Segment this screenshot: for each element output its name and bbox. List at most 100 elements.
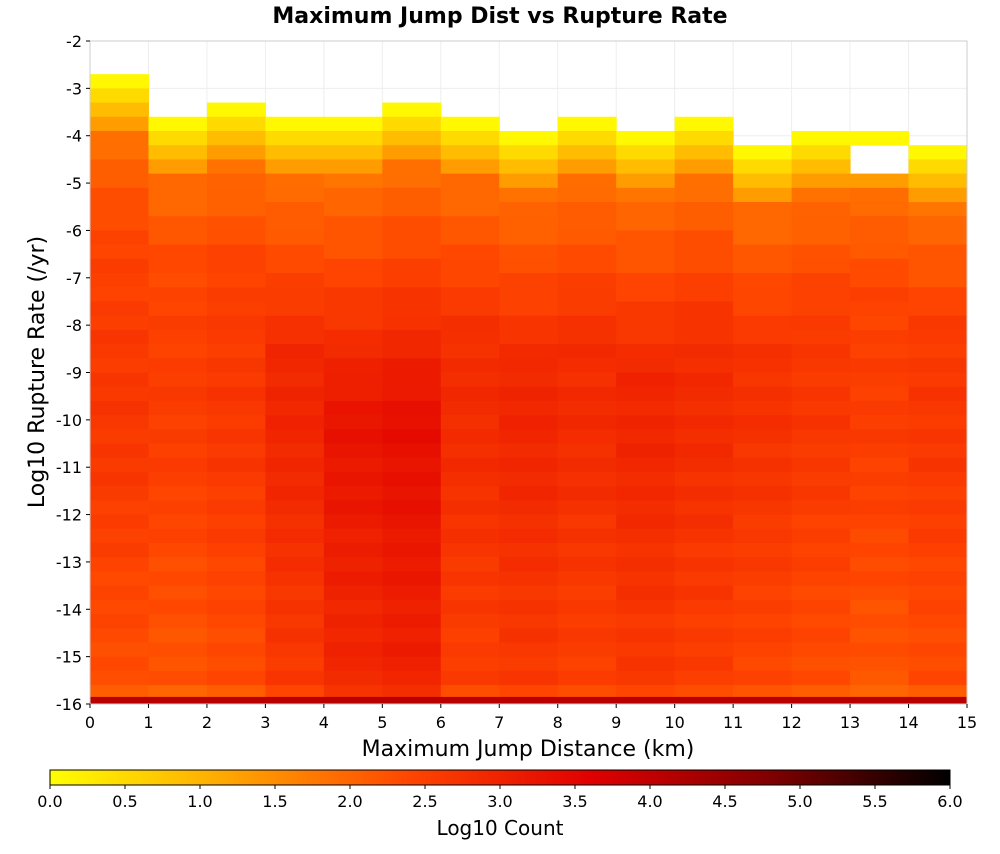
heatmap-cell [148, 599, 208, 615]
heatmap-cell [323, 642, 383, 658]
heatmap-cell [90, 88, 149, 104]
heatmap-cell [674, 670, 734, 686]
heatmap-cell [850, 230, 910, 246]
heatmap-cell [382, 202, 442, 217]
heatmap-cell [440, 571, 500, 587]
heatmap-cell [382, 301, 442, 317]
heatmap-cell [206, 557, 266, 572]
heatmap-cell [616, 145, 676, 160]
heatmap-cell [265, 642, 325, 658]
heatmap-cell [674, 415, 734, 430]
heatmap-cell [148, 273, 208, 288]
heatmap-cell [323, 202, 383, 217]
heatmap-cell [733, 471, 793, 487]
heatmap-cell-bottom [265, 696, 325, 704]
heatmap-cell [674, 429, 734, 445]
heatmap-cell [674, 116, 734, 132]
x-tick-label: 13 [840, 713, 860, 732]
heatmap-cell [265, 429, 325, 445]
heatmap-cell [206, 273, 266, 288]
heatmap-cell [90, 500, 149, 516]
heatmap-cell [850, 130, 910, 146]
heatmap-cell [499, 187, 559, 203]
x-tick-label: 11 [723, 713, 743, 732]
heatmap-cell [791, 315, 851, 331]
heatmap-cell [382, 258, 442, 274]
heatmap-cell [382, 173, 442, 189]
heatmap-cell [908, 471, 968, 487]
heatmap-cell [440, 514, 500, 530]
heatmap-cell [616, 372, 676, 388]
heatmap-cell [323, 258, 383, 274]
heatmap-cell [908, 173, 968, 189]
heatmap-cell [908, 670, 968, 686]
heatmap-cell [206, 571, 266, 587]
heatmap-cell [791, 571, 851, 587]
heatmap-cell [557, 344, 617, 359]
heatmap-cell [674, 685, 734, 698]
heatmap-cell [265, 344, 325, 359]
heatmap-cell [850, 614, 910, 629]
heatmap-cell [850, 344, 910, 359]
heatmap-cell [850, 273, 910, 288]
heatmap-cell [499, 301, 559, 317]
heatmap-cell [206, 685, 266, 698]
heatmap-cell [265, 202, 325, 217]
heatmap-cell [791, 443, 851, 459]
x-tick-label: 9 [611, 713, 621, 732]
heatmap-cell [791, 429, 851, 445]
heatmap-cell [674, 372, 734, 388]
heatmap-cell [616, 386, 676, 402]
heatmap-cell [499, 202, 559, 217]
heatmap-cell [440, 372, 500, 388]
y-tick-label: -15 [56, 648, 82, 667]
heatmap-cell [440, 273, 500, 288]
colorbar-tick-label: 4.0 [637, 792, 662, 811]
heatmap-cell [382, 344, 442, 359]
heatmap-cell [382, 216, 442, 231]
heatmap-cell [908, 486, 968, 501]
heatmap-cell [323, 329, 383, 345]
heatmap-cell [382, 130, 442, 146]
heatmap-cell [674, 557, 734, 572]
heatmap-cell [850, 386, 910, 402]
heatmap-cell [733, 500, 793, 516]
x-tick-label: 3 [260, 713, 270, 732]
heatmap-cell [265, 130, 325, 146]
heatmap-cell [206, 415, 266, 430]
heatmap-cell [791, 358, 851, 373]
heatmap-cell [148, 301, 208, 317]
heatmap-cell [791, 614, 851, 629]
heatmap-cell [850, 656, 910, 672]
heatmap-cell [908, 344, 968, 359]
heatmap-cell [265, 258, 325, 274]
heatmap-cell [557, 159, 617, 175]
heatmap-cell [382, 358, 442, 373]
heatmap-cell [90, 358, 149, 373]
x-tick-label: 8 [553, 713, 563, 732]
heatmap-cell [265, 628, 325, 643]
heatmap-cell [733, 670, 793, 686]
heatmap-cell [440, 130, 500, 146]
heatmap-cell [733, 329, 793, 345]
heatmap-cell [616, 273, 676, 288]
heatmap-cell [674, 159, 734, 175]
heatmap-cell [616, 400, 676, 416]
heatmap-cell [323, 145, 383, 160]
heatmap-cell [674, 386, 734, 402]
heatmap-cell [616, 230, 676, 246]
heatmap-cell [791, 528, 851, 544]
heatmap-cell [206, 344, 266, 359]
heatmap-cell [674, 500, 734, 516]
heatmap-cell [265, 315, 325, 331]
heatmap-cell [440, 443, 500, 459]
heatmap-cell [440, 358, 500, 373]
heatmap-cell [323, 400, 383, 416]
heatmap-cell [499, 230, 559, 246]
heatmap-cell [850, 500, 910, 516]
heatmap-cell [382, 557, 442, 572]
heatmap-cell [674, 528, 734, 544]
heatmap-cell [440, 614, 500, 629]
heatmap-cell [791, 173, 851, 189]
heatmap-cell [265, 685, 325, 698]
